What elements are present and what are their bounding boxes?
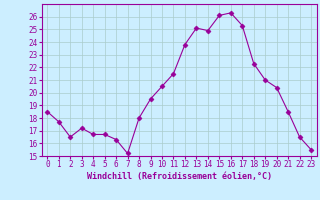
X-axis label: Windchill (Refroidissement éolien,°C): Windchill (Refroidissement éolien,°C) (87, 172, 272, 181)
